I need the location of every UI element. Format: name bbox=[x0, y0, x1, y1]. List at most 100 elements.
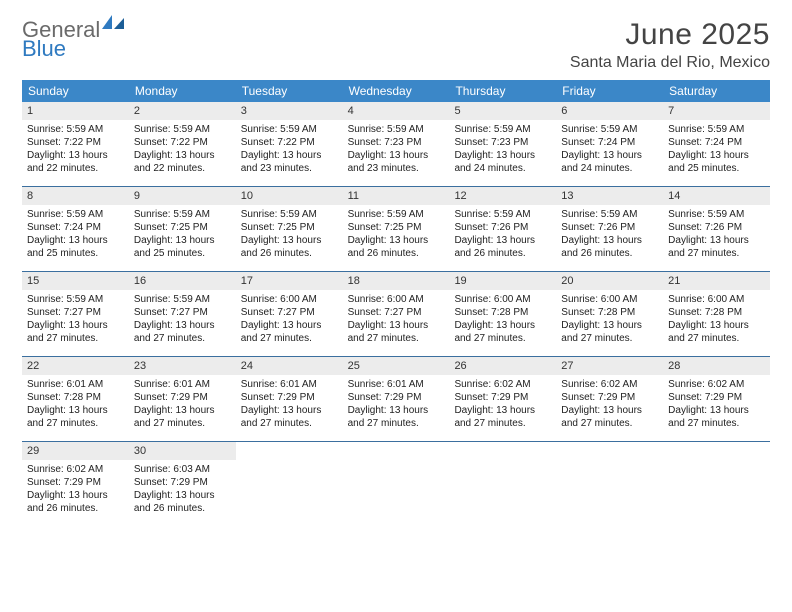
day-body: Sunrise: 6:00 AMSunset: 7:27 PMDaylight:… bbox=[236, 290, 343, 351]
daylight-text: Daylight: 13 hours and 27 minutes. bbox=[241, 319, 338, 345]
day-number: 10 bbox=[236, 187, 343, 205]
sunrise-text: Sunrise: 5:59 AM bbox=[561, 208, 658, 221]
day-number: 17 bbox=[236, 272, 343, 290]
sunset-text: Sunset: 7:28 PM bbox=[668, 306, 765, 319]
sunrise-text: Sunrise: 6:03 AM bbox=[134, 463, 231, 476]
sunrise-text: Sunrise: 5:59 AM bbox=[668, 208, 765, 221]
day-cell: 3Sunrise: 5:59 AMSunset: 7:22 PMDaylight… bbox=[236, 102, 343, 186]
week-row: 1Sunrise: 5:59 AMSunset: 7:22 PMDaylight… bbox=[22, 102, 770, 187]
day-cell: 28Sunrise: 6:02 AMSunset: 7:29 PMDayligh… bbox=[663, 357, 770, 441]
logo-sail-icon bbox=[100, 11, 126, 36]
day-cell: 24Sunrise: 6:01 AMSunset: 7:29 PMDayligh… bbox=[236, 357, 343, 441]
day-cell: 10Sunrise: 5:59 AMSunset: 7:25 PMDayligh… bbox=[236, 187, 343, 271]
sunset-text: Sunset: 7:24 PM bbox=[561, 136, 658, 149]
sunrise-text: Sunrise: 5:59 AM bbox=[561, 123, 658, 136]
daylight-text: Daylight: 13 hours and 24 minutes. bbox=[454, 149, 551, 175]
daylight-text: Daylight: 13 hours and 26 minutes. bbox=[241, 234, 338, 260]
day-cell: 13Sunrise: 5:59 AMSunset: 7:26 PMDayligh… bbox=[556, 187, 663, 271]
sunset-text: Sunset: 7:27 PM bbox=[134, 306, 231, 319]
day-cell: 4Sunrise: 5:59 AMSunset: 7:23 PMDaylight… bbox=[343, 102, 450, 186]
month-title: June 2025 bbox=[570, 18, 770, 52]
day-cell bbox=[449, 442, 556, 526]
day-body: Sunrise: 5:59 AMSunset: 7:25 PMDaylight:… bbox=[236, 205, 343, 266]
day-body: Sunrise: 6:01 AMSunset: 7:29 PMDaylight:… bbox=[129, 375, 236, 436]
daylight-text: Daylight: 13 hours and 27 minutes. bbox=[27, 404, 124, 430]
day-cell: 25Sunrise: 6:01 AMSunset: 7:29 PMDayligh… bbox=[343, 357, 450, 441]
day-cell bbox=[343, 442, 450, 526]
sunset-text: Sunset: 7:28 PM bbox=[454, 306, 551, 319]
day-number: 20 bbox=[556, 272, 663, 290]
day-number: 16 bbox=[129, 272, 236, 290]
day-number: 8 bbox=[22, 187, 129, 205]
sunrise-text: Sunrise: 5:59 AM bbox=[27, 123, 124, 136]
day-body: Sunrise: 6:02 AMSunset: 7:29 PMDaylight:… bbox=[556, 375, 663, 436]
sunrise-text: Sunrise: 5:59 AM bbox=[668, 123, 765, 136]
day-cell: 27Sunrise: 6:02 AMSunset: 7:29 PMDayligh… bbox=[556, 357, 663, 441]
day-number: 4 bbox=[343, 102, 450, 120]
weekday-wed: Wednesday bbox=[343, 80, 450, 102]
day-body: Sunrise: 6:03 AMSunset: 7:29 PMDaylight:… bbox=[129, 460, 236, 521]
week-row: 8Sunrise: 5:59 AMSunset: 7:24 PMDaylight… bbox=[22, 187, 770, 272]
logo-text-block: General Blue bbox=[22, 18, 126, 60]
day-body: Sunrise: 5:59 AMSunset: 7:27 PMDaylight:… bbox=[129, 290, 236, 351]
day-cell: 18Sunrise: 6:00 AMSunset: 7:27 PMDayligh… bbox=[343, 272, 450, 356]
day-body: Sunrise: 6:00 AMSunset: 7:28 PMDaylight:… bbox=[556, 290, 663, 351]
day-body: Sunrise: 6:00 AMSunset: 7:27 PMDaylight:… bbox=[343, 290, 450, 351]
day-body: Sunrise: 6:02 AMSunset: 7:29 PMDaylight:… bbox=[663, 375, 770, 436]
sunset-text: Sunset: 7:27 PM bbox=[241, 306, 338, 319]
day-cell: 22Sunrise: 6:01 AMSunset: 7:28 PMDayligh… bbox=[22, 357, 129, 441]
sunrise-text: Sunrise: 5:59 AM bbox=[241, 208, 338, 221]
day-cell: 7Sunrise: 5:59 AMSunset: 7:24 PMDaylight… bbox=[663, 102, 770, 186]
sunset-text: Sunset: 7:29 PM bbox=[134, 476, 231, 489]
sunset-text: Sunset: 7:28 PM bbox=[27, 391, 124, 404]
sunrise-text: Sunrise: 6:00 AM bbox=[241, 293, 338, 306]
day-cell: 19Sunrise: 6:00 AMSunset: 7:28 PMDayligh… bbox=[449, 272, 556, 356]
daylight-text: Daylight: 13 hours and 27 minutes. bbox=[348, 404, 445, 430]
daylight-text: Daylight: 13 hours and 27 minutes. bbox=[454, 404, 551, 430]
day-body: Sunrise: 5:59 AMSunset: 7:24 PMDaylight:… bbox=[663, 120, 770, 181]
day-cell: 30Sunrise: 6:03 AMSunset: 7:29 PMDayligh… bbox=[129, 442, 236, 526]
sunrise-text: Sunrise: 5:59 AM bbox=[134, 123, 231, 136]
day-body: Sunrise: 5:59 AMSunset: 7:26 PMDaylight:… bbox=[449, 205, 556, 266]
day-number: 13 bbox=[556, 187, 663, 205]
weekday-sun: Sunday bbox=[22, 80, 129, 102]
day-body: Sunrise: 5:59 AMSunset: 7:22 PMDaylight:… bbox=[22, 120, 129, 181]
day-cell: 16Sunrise: 5:59 AMSunset: 7:27 PMDayligh… bbox=[129, 272, 236, 356]
daylight-text: Daylight: 13 hours and 27 minutes. bbox=[561, 319, 658, 345]
sunrise-text: Sunrise: 5:59 AM bbox=[348, 208, 445, 221]
sunrise-text: Sunrise: 5:59 AM bbox=[134, 293, 231, 306]
day-cell: 15Sunrise: 5:59 AMSunset: 7:27 PMDayligh… bbox=[22, 272, 129, 356]
sunrise-text: Sunrise: 6:02 AM bbox=[27, 463, 124, 476]
day-number: 27 bbox=[556, 357, 663, 375]
sunset-text: Sunset: 7:22 PM bbox=[241, 136, 338, 149]
daylight-text: Daylight: 13 hours and 24 minutes. bbox=[561, 149, 658, 175]
daylight-text: Daylight: 13 hours and 27 minutes. bbox=[561, 404, 658, 430]
day-body: Sunrise: 6:02 AMSunset: 7:29 PMDaylight:… bbox=[449, 375, 556, 436]
day-number: 23 bbox=[129, 357, 236, 375]
week-row: 29Sunrise: 6:02 AMSunset: 7:29 PMDayligh… bbox=[22, 442, 770, 526]
sunset-text: Sunset: 7:29 PM bbox=[27, 476, 124, 489]
day-number: 26 bbox=[449, 357, 556, 375]
day-body: Sunrise: 5:59 AMSunset: 7:23 PMDaylight:… bbox=[449, 120, 556, 181]
weekday-header: Sunday Monday Tuesday Wednesday Thursday… bbox=[22, 80, 770, 102]
weeks-container: 1Sunrise: 5:59 AMSunset: 7:22 PMDaylight… bbox=[22, 102, 770, 526]
sunrise-text: Sunrise: 5:59 AM bbox=[454, 208, 551, 221]
weekday-tue: Tuesday bbox=[236, 80, 343, 102]
day-body: Sunrise: 6:01 AMSunset: 7:28 PMDaylight:… bbox=[22, 375, 129, 436]
sunset-text: Sunset: 7:29 PM bbox=[561, 391, 658, 404]
logo: General Blue bbox=[22, 18, 126, 60]
day-cell: 9Sunrise: 5:59 AMSunset: 7:25 PMDaylight… bbox=[129, 187, 236, 271]
day-number: 14 bbox=[663, 187, 770, 205]
day-cell bbox=[663, 442, 770, 526]
sunset-text: Sunset: 7:28 PM bbox=[561, 306, 658, 319]
sunrise-text: Sunrise: 6:01 AM bbox=[27, 378, 124, 391]
page: General Blue June 2025 Santa Maria del R… bbox=[0, 0, 792, 544]
day-number: 2 bbox=[129, 102, 236, 120]
day-body: Sunrise: 5:59 AMSunset: 7:23 PMDaylight:… bbox=[343, 120, 450, 181]
day-body: Sunrise: 6:00 AMSunset: 7:28 PMDaylight:… bbox=[449, 290, 556, 351]
logo-word-blue: Blue bbox=[22, 36, 66, 61]
sunset-text: Sunset: 7:29 PM bbox=[348, 391, 445, 404]
header: General Blue June 2025 Santa Maria del R… bbox=[22, 18, 770, 72]
day-cell: 2Sunrise: 5:59 AMSunset: 7:22 PMDaylight… bbox=[129, 102, 236, 186]
daylight-text: Daylight: 13 hours and 23 minutes. bbox=[241, 149, 338, 175]
